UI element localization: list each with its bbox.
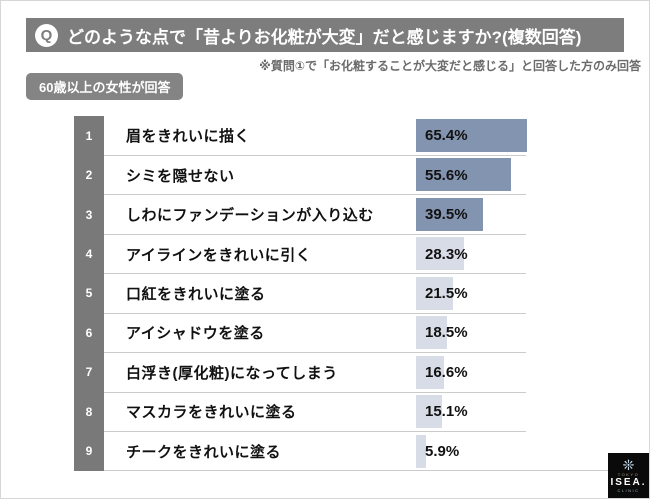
- value-label: 65.4%: [425, 127, 468, 145]
- chart-row: 1 眉をきれいに描く 65.4%: [74, 116, 608, 157]
- rank-number: 9: [74, 431, 104, 471]
- value-bar: [416, 119, 528, 152]
- value-bar: [416, 395, 442, 429]
- value-label: 39.5%: [425, 206, 468, 224]
- category-label: アイラインをきれいに引く: [126, 246, 312, 264]
- chart-row: 7 白浮き(厚化粧)になってしまう 16.6%: [74, 352, 608, 394]
- row-content: チークをきれいに塗る 5.9%: [104, 432, 608, 472]
- chart-row: 9 チークをきれいに塗る 5.9%: [74, 431, 608, 472]
- question-title: どのような点で「昔よりお化粧が大変」だと感じますか?(複数回答): [67, 27, 582, 47]
- value-bar: [416, 158, 511, 192]
- chart-row: 8 マスカラをきれいに塗る 15.1%: [74, 392, 608, 433]
- category-label: しわにファンデーションが入り込む: [126, 207, 374, 225]
- value-label: 55.6%: [425, 166, 468, 184]
- chart-row: 6 アイシャドウを塗る 18.5%: [74, 313, 608, 354]
- rank-number: 6: [74, 313, 104, 353]
- value-label: 28.3%: [425, 245, 468, 263]
- row-content: シミを隠せない 55.6%: [104, 155, 608, 196]
- row-content: しわにファンデーションが入り込む 39.5%: [104, 195, 608, 236]
- rank-number: 1: [74, 116, 104, 156]
- starburst-icon: ❊: [622, 457, 635, 473]
- value-label: 21.5%: [425, 284, 468, 302]
- row-content: アイシャドウを塗る 18.5%: [104, 313, 608, 354]
- row-content: 白浮き(厚化粧)になってしまう 16.6%: [104, 353, 608, 394]
- value-bar: [416, 355, 445, 389]
- logo-brand-text: ISEA.: [610, 477, 647, 488]
- rank-number: 3: [74, 194, 104, 235]
- rank-number: 4: [74, 234, 104, 274]
- category-label: シミを隠せない: [126, 167, 235, 185]
- logo-top-text: TOKYO: [617, 472, 640, 477]
- category-label: マスカラをきれいに塗る: [126, 404, 297, 422]
- value-label: 16.6%: [425, 363, 468, 381]
- category-label: アイシャドウを塗る: [126, 325, 265, 343]
- respondent-badge: 60歳以上の女性が回答: [26, 73, 184, 100]
- ranking-table: 1 眉をきれいに描く 65.4% 2 シミを隠せない 55.6% 3 しわにファンデーションが…: [74, 116, 608, 472]
- value-label: 15.1%: [425, 403, 468, 421]
- category-label: 口紅をきれいに塗る: [126, 285, 266, 303]
- rank-number: 7: [74, 352, 104, 393]
- value-label: 5.9%: [425, 442, 460, 460]
- chart-row: 3 しわにファンデーションが入り込む 39.5%: [74, 194, 608, 236]
- value-bar: [416, 434, 426, 468]
- condition-note: ※質問①で「お化粧することが大変だと感じる」と回答した方のみ回答: [259, 59, 641, 73]
- question-header: Q どのような点で「昔よりお化粧が大変」だと感じますか?(複数回答): [26, 18, 624, 52]
- clinic-logo: ❊ TOKYO ISEA. CLINIC: [608, 453, 649, 498]
- row-content: アイラインをきれいに引く 28.3%: [104, 234, 608, 275]
- value-bar: [416, 237, 465, 271]
- value-bar: [416, 316, 448, 350]
- chart-row: 2 シミを隠せない 55.6%: [74, 155, 608, 196]
- row-content: マスカラをきれいに塗る 15.1%: [104, 392, 608, 433]
- category-label: 眉をきれいに描く: [126, 128, 251, 146]
- value-bar: [416, 197, 484, 231]
- logo-bottom-text: CLINIC: [617, 488, 640, 493]
- q-icon: Q: [35, 23, 58, 47]
- rank-number: 5: [74, 273, 104, 314]
- value-label: 18.5%: [425, 324, 468, 342]
- chart-row: 5 口紅をきれいに塗る 21.5%: [74, 273, 608, 315]
- category-label: チークをきれいに塗る: [126, 443, 282, 461]
- row-content: 口紅をきれいに塗る 21.5%: [104, 274, 608, 315]
- row-content: 眉をきれいに描く 65.4%: [104, 116, 608, 157]
- rank-number: 8: [74, 392, 104, 432]
- value-bar: [416, 276, 453, 310]
- category-label: 白浮き(厚化粧)になってしまう: [126, 364, 338, 382]
- chart-row: 4 アイラインをきれいに引く 28.3%: [74, 234, 608, 275]
- rank-number: 2: [74, 155, 104, 195]
